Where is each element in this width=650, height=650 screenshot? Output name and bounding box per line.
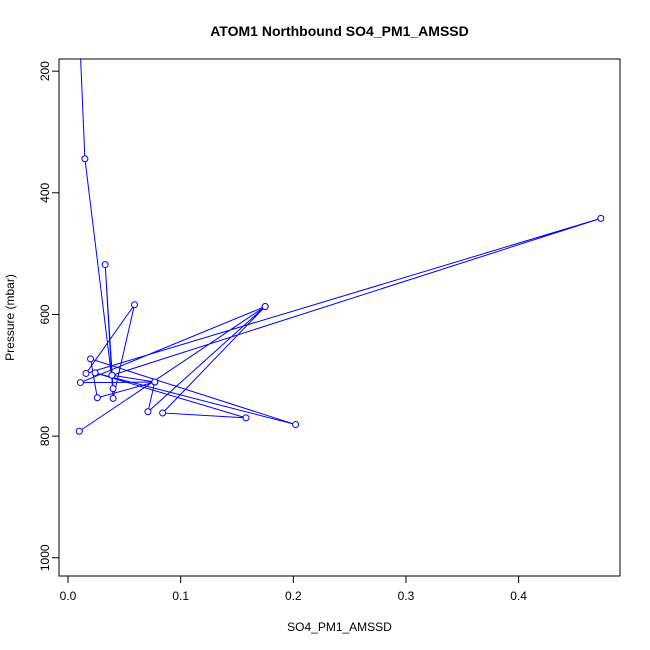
series-point-group [75, 155, 605, 435]
data-point [261, 303, 269, 311]
plot-box [58, 58, 621, 577]
data-point [82, 369, 90, 377]
data-point [91, 369, 99, 377]
data-point [109, 385, 117, 393]
data-point [597, 214, 605, 222]
chart-title: ATOM1 Northbound SO4_PM1_AMSSD [210, 23, 469, 39]
data-point [101, 261, 109, 269]
y-axis-label: Pressure (mbar) [3, 274, 17, 361]
data-point [75, 427, 83, 435]
x-axis: 0.0 0.1 0.2 0.3 0.4 [60, 575, 527, 603]
series-line [79, 59, 602, 432]
x-tick-label: 0.1 [172, 589, 189, 603]
series-line-group [79, 59, 602, 432]
x-tick-label: 0.2 [285, 589, 302, 603]
y-tick-label: 600 [38, 304, 52, 324]
y-tick-label: 1000 [38, 544, 52, 571]
data-point [76, 379, 84, 387]
data-point [108, 371, 116, 379]
x-axis-label: SO4_PM1_AMSSD [287, 620, 392, 634]
data-point [144, 408, 152, 416]
data-point [292, 421, 300, 429]
data-point [81, 155, 89, 163]
data-point [151, 378, 159, 386]
data-point [130, 301, 138, 309]
y-tick-label: 400 [38, 182, 52, 202]
data-point [93, 394, 101, 402]
y-tick-label: 200 [38, 61, 52, 81]
x-tick-label: 0.0 [60, 589, 77, 603]
data-point [87, 355, 95, 363]
data-point [242, 414, 250, 422]
x-tick-label: 0.4 [510, 589, 527, 603]
data-point [109, 394, 117, 402]
y-axis: 200 400 600 800 1000 [38, 61, 60, 571]
y-tick-label: 800 [38, 426, 52, 446]
data-point [159, 409, 167, 417]
x-tick-label: 0.3 [398, 589, 415, 603]
